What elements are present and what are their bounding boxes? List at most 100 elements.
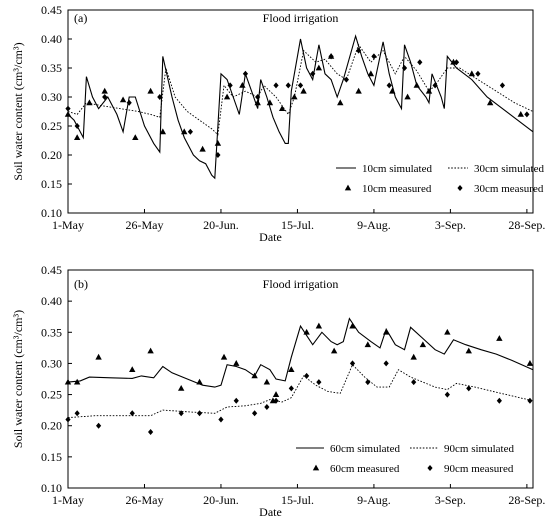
data-point	[74, 410, 80, 417]
data-point	[425, 87, 433, 94]
data-point	[264, 404, 270, 411]
data-point	[526, 360, 534, 366]
data-point	[367, 70, 375, 77]
data-point	[453, 59, 460, 66]
x-tick-label: 26-May	[125, 493, 163, 507]
data-point	[486, 99, 494, 106]
data-point	[349, 360, 356, 367]
x-tick-label: 26-May	[125, 218, 163, 232]
data-point	[272, 391, 280, 397]
y-tick-label: 0.40	[41, 32, 62, 46]
y-tick-label: 0.10	[41, 481, 62, 495]
legend-item: 90cm measured	[427, 463, 514, 475]
chart-title: Flood irrigation	[263, 11, 339, 25]
data-point	[337, 99, 344, 106]
legend-swatch	[457, 185, 463, 191]
data-point	[310, 70, 316, 77]
series-line	[67, 363, 534, 419]
data-point	[263, 378, 271, 385]
data-point	[273, 397, 279, 404]
y-tick-label: 0.10	[41, 206, 62, 220]
data-point	[291, 93, 298, 100]
y-tick-label: 0.30	[41, 356, 62, 370]
data-point	[288, 366, 295, 373]
series-30cm-measured	[65, 47, 530, 158]
y-tick-label: 0.15	[41, 450, 62, 464]
data-point	[355, 87, 362, 94]
data-point	[126, 99, 132, 106]
chart-title: Flood irrigation	[263, 277, 339, 291]
data-point	[303, 328, 310, 335]
data-point	[466, 385, 472, 392]
y-axis-title: Soil water content (cm³/cm³)	[11, 42, 25, 180]
y-tick-label: 0.25	[41, 388, 62, 402]
data-point	[178, 410, 184, 417]
x-tick-label: 3-Sep.	[435, 218, 466, 232]
data-point	[86, 99, 93, 106]
data-point	[73, 378, 81, 385]
data-point	[349, 322, 356, 329]
data-point	[233, 397, 239, 404]
data-point	[496, 335, 503, 341]
data-point	[102, 94, 108, 100]
x-tick-label: 20-Jun.	[203, 218, 239, 232]
series-line	[67, 317, 534, 388]
data-point	[239, 82, 246, 88]
data-point	[196, 410, 203, 417]
data-point	[413, 82, 420, 88]
data-point	[157, 94, 163, 100]
data-point	[444, 328, 451, 335]
data-point	[404, 93, 411, 100]
data-point	[444, 391, 450, 398]
series-60cm-measured	[64, 322, 534, 404]
data-point	[147, 87, 154, 94]
data-point	[278, 105, 286, 111]
data-point	[223, 93, 231, 100]
x-tick-label: 9-Aug.	[357, 218, 391, 232]
x-tick-label: 28-Sep.	[508, 493, 545, 507]
x-tick-label: 28-Sep.	[508, 218, 545, 232]
x-tick-label: 3-Sep.	[435, 493, 466, 507]
data-point	[288, 385, 294, 392]
data-point	[266, 99, 274, 106]
y-tick-label: 0.45	[41, 263, 62, 277]
legend-label: 10cm measured	[362, 183, 432, 195]
legend-label: 90cm simulated	[444, 443, 514, 455]
y-tick-label: 0.15	[41, 177, 62, 191]
x-axis-title: Date	[259, 230, 282, 244]
data-point	[364, 341, 372, 348]
y-tick-label: 0.35	[41, 61, 62, 75]
x-tick-label: 9-Aug.	[357, 493, 391, 507]
x-tick-label: 15-Jul.	[281, 493, 314, 507]
data-point	[132, 134, 139, 140]
legend-label: 60cm simulated	[330, 443, 400, 455]
data-point	[242, 70, 249, 77]
data-point	[65, 105, 71, 112]
data-point	[475, 70, 481, 77]
series-line	[67, 34, 534, 180]
data-point	[315, 64, 323, 71]
data-point	[401, 65, 408, 71]
data-point	[177, 384, 185, 391]
y-tick-label: 0.20	[41, 419, 62, 433]
data-point	[386, 82, 392, 89]
data-point	[147, 428, 154, 435]
data-point	[65, 416, 71, 423]
data-point	[432, 82, 438, 89]
series-30cm-simulated	[67, 43, 534, 136]
data-point	[196, 378, 203, 385]
y-axis-title: Soil water content (cm³/cm³)	[11, 310, 25, 448]
data-point	[410, 353, 417, 360]
data-point	[343, 76, 349, 83]
x-tick-label: 15-Jul.	[281, 218, 314, 232]
data-point	[220, 353, 228, 360]
legend-item: 60cm simulated	[296, 443, 400, 455]
data-point	[465, 347, 472, 354]
data-point	[187, 128, 193, 135]
data-point	[129, 366, 136, 373]
data-point	[297, 82, 304, 89]
data-point	[73, 134, 81, 140]
data-point	[389, 87, 396, 94]
data-point	[147, 347, 154, 354]
